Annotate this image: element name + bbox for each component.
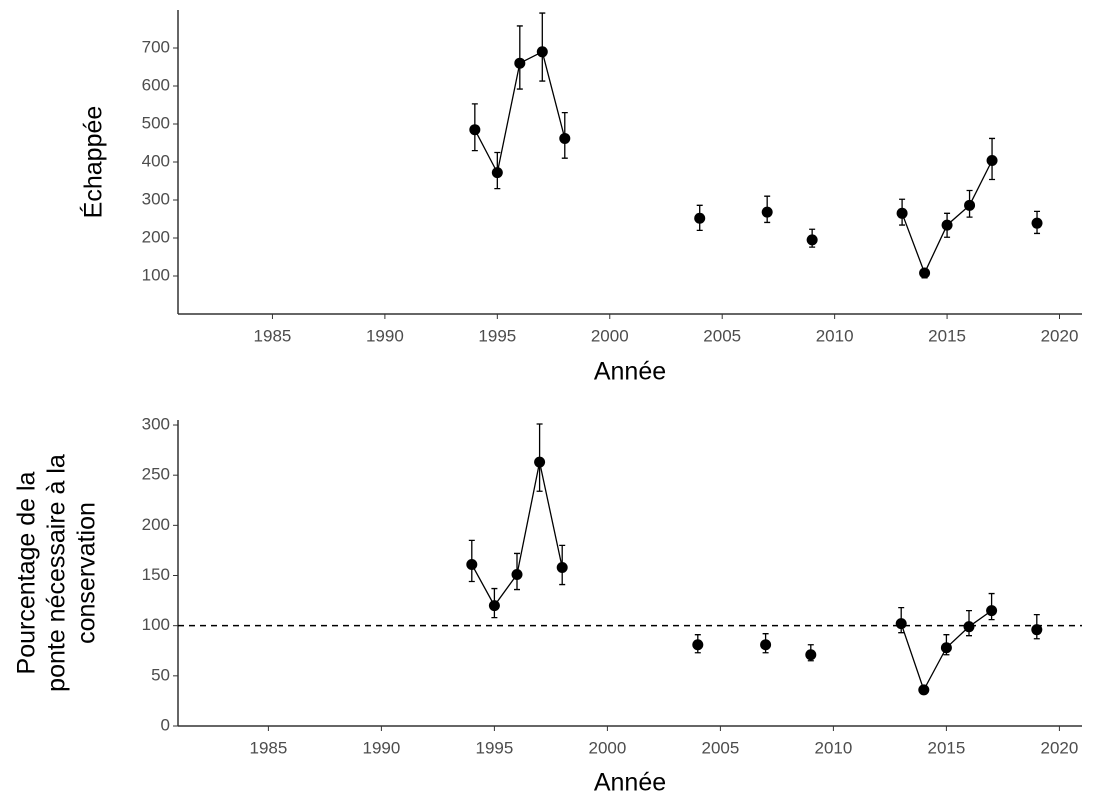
data-point [514,57,526,69]
y-axis-label: Échappée [79,106,108,219]
data-point [918,684,930,696]
data-point [896,207,908,219]
data-point [534,456,546,468]
data-point [895,618,907,630]
y-tick-label: 100 [142,265,170,284]
x-tick-label: 2000 [588,738,626,757]
data-point [692,639,704,651]
y-tick-label: 200 [142,515,170,534]
y-tick-label: 600 [142,75,170,94]
data-point [536,46,548,58]
x-tick-label: 2015 [927,738,965,757]
x-axis-label: Année [594,769,666,797]
y-tick-label: 300 [142,189,170,208]
y-axis-label: conservation [73,502,101,644]
y-tick-label: 400 [142,151,170,170]
y-tick-label: 0 [161,715,170,734]
data-point [694,212,706,224]
y-tick-label: 300 [142,415,170,434]
data-point [469,124,481,136]
data-point [941,219,953,231]
x-tick-label: 2020 [1041,326,1079,345]
y-tick-label: 250 [142,465,170,484]
y-tick-label: 50 [151,665,170,684]
x-tick-label: 1995 [475,738,513,757]
data-point [964,199,976,211]
data-point [806,234,818,246]
data-point [491,167,503,179]
x-tick-label: 1990 [366,326,404,345]
x-tick-label: 2005 [701,738,739,757]
x-tick-label: 2000 [591,326,629,345]
data-point [556,561,568,573]
data-point [805,649,817,661]
y-axis-label: Pourcentage de la [13,471,41,674]
y-tick-label: 500 [142,113,170,132]
data-point [986,154,998,166]
x-tick-label: 2010 [816,326,854,345]
error-bar [516,25,523,90]
data-point [1031,217,1043,229]
x-tick-label: 1985 [249,738,287,757]
x-axis-label: Année [594,358,666,386]
y-tick-label: 700 [142,37,170,56]
x-tick-label: 1985 [254,326,292,345]
y-axis-label: ponte nécessaire à la [43,454,71,692]
data-point [760,639,772,651]
y-tick-label: 100 [142,615,170,634]
data-point [940,642,952,654]
y-tick-label: 200 [142,227,170,246]
x-tick-label: 2005 [703,326,741,345]
data-point [986,605,998,617]
x-tick-label: 2020 [1040,738,1078,757]
y-tick-label: 150 [142,565,170,584]
data-point [466,558,478,570]
data-point [559,132,571,144]
data-point [1031,624,1043,636]
x-tick-label: 1990 [362,738,400,757]
data-point [919,267,931,279]
data-point [963,621,975,633]
x-tick-label: 2015 [928,326,966,345]
data-point [761,206,773,218]
x-tick-label: 1995 [478,326,516,345]
data-point [511,569,523,581]
x-tick-label: 2010 [814,738,852,757]
data-point [488,600,500,612]
